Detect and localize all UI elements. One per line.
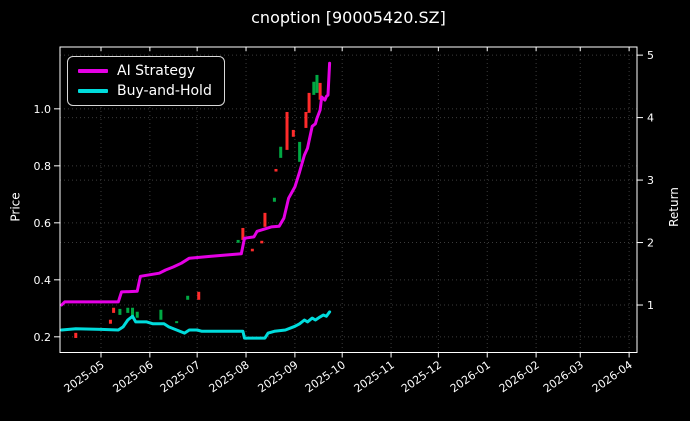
candle-up [175,321,179,324]
tick-label: 2025-08 [207,358,252,395]
legend-item-buy-and-hold: Buy-and-Hold [78,83,212,99]
tick-label: 1 [647,299,654,312]
right-axis-label: Return [667,187,682,227]
tick-label: 2025-11 [352,358,397,395]
tick-label: 2025-09 [256,358,301,395]
candle-up [312,81,316,95]
candle-down [263,212,267,227]
tick-label: 2 [647,237,654,250]
legend-item-ai-strategy: AI Strategy [78,63,212,79]
ai-strategy-line-swatch [78,69,108,73]
tick-label: 5 [647,49,654,62]
tick-label: 2026-01 [448,358,493,395]
candle-down [318,82,322,100]
tick-label: 2026-03 [541,358,586,395]
candle-up [131,307,135,317]
tick-label: 0.4 [34,274,52,287]
tick-label: 0.8 [34,160,52,173]
candle-down [285,111,289,150]
tick-label: 2026-04 [590,358,635,395]
tick-label: 0.2 [34,331,52,344]
tick-label: 3 [647,174,654,187]
buy-and-hold-line [60,310,332,340]
chart-title: cnoption [90005420.SZ] [251,8,446,27]
tick-label: 1.0 [34,103,52,116]
tick-label: 2025-12 [399,358,444,395]
candle-down [307,92,311,113]
candle-down [274,168,278,172]
candle-up [272,197,276,202]
candle-down [291,129,295,137]
candle-up [186,295,190,300]
buy-and-hold-line-swatch [78,89,108,93]
left-axis-label: Price [8,192,23,222]
legend: AI Strategy Buy-and-Hold [67,56,225,106]
legend-label: AI Strategy [117,63,196,79]
candle-up [118,308,122,315]
tick-label: 2025-05 [62,358,107,395]
tick-label: 2025-07 [158,358,203,395]
candle-down [74,332,78,338]
tick-label: 4 [647,112,654,125]
candle-down [241,227,245,240]
candle-up [126,307,130,313]
tick-label: 2025-06 [110,358,155,395]
candle-up [135,311,139,318]
plot-border [59,46,638,353]
tick-label: 2026-02 [497,358,542,395]
candle-up [298,141,302,162]
candle-up [279,146,283,158]
candle-down [108,319,112,324]
tick-label: 0.6 [34,217,52,230]
legend-label: Buy-and-Hold [117,83,212,99]
candle-down [112,307,116,313]
candle-down [250,248,254,252]
candle-down [197,291,201,300]
candle-up [236,239,240,243]
candle-up [159,309,163,320]
candle-up [315,74,319,93]
candle-down [260,240,264,244]
ai-strategy-line [60,61,332,307]
tick-label: 2025-10 [303,358,348,395]
candle-down [304,111,308,128]
